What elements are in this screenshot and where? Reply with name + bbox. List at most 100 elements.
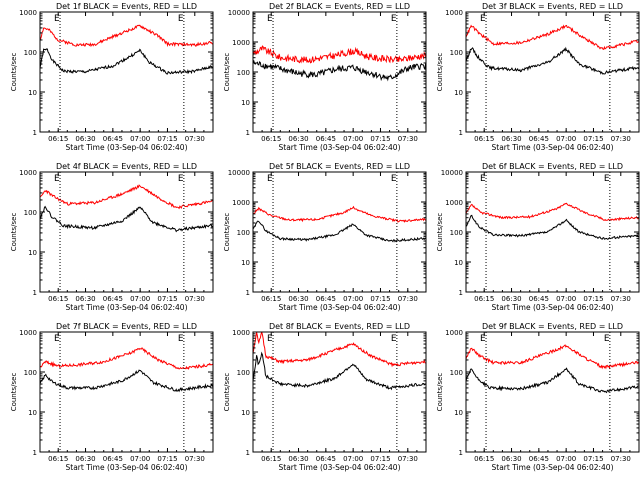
x-tick-label: 06:30 bbox=[501, 295, 521, 303]
chart-panel: Det 8f BLACK = Events, RED = LLD E E 06:15 0… bbox=[223, 322, 427, 472]
event-marker-label: E bbox=[480, 174, 486, 184]
x-tick-label: 07:30 bbox=[611, 295, 631, 303]
y-axis-label: Counts/sec bbox=[10, 53, 18, 92]
y-tick-label: 1000 bbox=[19, 329, 37, 337]
y-tick-label: 10 bbox=[28, 249, 37, 257]
y-axis-label: Counts/sec bbox=[223, 373, 231, 412]
x-tick-label: 07:30 bbox=[185, 295, 205, 303]
x-tick-label: 06:15 bbox=[474, 135, 494, 143]
x-tick-label: 06:30 bbox=[288, 295, 308, 303]
x-tick-label: 07:30 bbox=[611, 455, 631, 463]
x-tick-label: 07:00 bbox=[343, 135, 363, 143]
x-tick-label: 07:15 bbox=[583, 455, 603, 463]
series-line bbox=[466, 46, 639, 75]
event-marker-label: E bbox=[267, 334, 273, 344]
y-axis-label: Counts/sec bbox=[436, 373, 444, 412]
chart-title: Det 6f BLACK = Events, RED = LLD bbox=[482, 162, 623, 171]
x-axis-label: Start Time (03-Sep-04 06:02:40) bbox=[279, 463, 401, 472]
y-tick-label: 10 bbox=[454, 259, 463, 267]
chart-panel: Det 2f BLACK = Events, RED = LLD E E 06:15 0… bbox=[223, 2, 427, 152]
y-tick-label: 10000 bbox=[228, 169, 250, 177]
x-tick-label: 07:00 bbox=[130, 135, 150, 143]
plot-frame bbox=[465, 11, 640, 133]
x-tick-label: 06:45 bbox=[103, 295, 123, 303]
x-tick-label: 07:00 bbox=[343, 455, 363, 463]
y-tick-label: 1000 bbox=[19, 9, 37, 17]
x-tick-label: 06:15 bbox=[474, 295, 494, 303]
event-marker-label: E bbox=[391, 174, 397, 184]
y-tick-label: 10 bbox=[28, 89, 37, 97]
x-tick-label: 07:15 bbox=[157, 455, 177, 463]
chart-panel: Det 5f BLACK = Events, RED = LLD E E 06:15 0… bbox=[223, 162, 427, 312]
event-marker-label: E bbox=[480, 14, 486, 24]
y-tick-label: 10 bbox=[241, 409, 250, 417]
x-tick-label: 06:30 bbox=[288, 135, 308, 143]
x-tick-label: 06:15 bbox=[474, 455, 494, 463]
y-tick-label: 1000 bbox=[19, 169, 37, 177]
chart-title: Det 4f BLACK = Events, RED = LLD bbox=[56, 162, 197, 171]
event-marker-label: E bbox=[267, 14, 273, 24]
series-line bbox=[253, 220, 426, 243]
x-axis-label: Start Time (03-Sep-04 06:02:40) bbox=[492, 303, 614, 312]
x-axis-label: Start Time (03-Sep-04 06:02:40) bbox=[66, 463, 188, 472]
y-tick-label: 100 bbox=[237, 69, 250, 77]
event-marker-label: E bbox=[54, 14, 60, 24]
y-tick-label: 1 bbox=[246, 289, 250, 297]
event-marker-label: E bbox=[54, 334, 60, 344]
y-tick-label: 1 bbox=[246, 449, 250, 457]
chart-title: Det 2f BLACK = Events, RED = LLD bbox=[269, 2, 410, 11]
series-line bbox=[466, 344, 639, 370]
event-marker-label: E bbox=[604, 334, 610, 344]
x-tick-label: 07:15 bbox=[370, 455, 390, 463]
x-tick-label: 06:15 bbox=[261, 135, 281, 143]
y-axis-label: Counts/sec bbox=[10, 373, 18, 412]
x-axis-label: Start Time (03-Sep-04 06:02:40) bbox=[66, 143, 188, 152]
y-axis-label: Counts/sec bbox=[436, 213, 444, 252]
y-tick-label: 100 bbox=[237, 369, 250, 377]
x-tick-label: 06:30 bbox=[75, 135, 95, 143]
event-marker-label: E bbox=[54, 174, 60, 184]
x-axis-label: Start Time (03-Sep-04 06:02:40) bbox=[492, 143, 614, 152]
y-tick-label: 100 bbox=[450, 369, 463, 377]
x-tick-label: 06:45 bbox=[316, 295, 336, 303]
x-tick-label: 06:45 bbox=[103, 455, 123, 463]
x-tick-label: 07:15 bbox=[370, 135, 390, 143]
y-tick-label: 100 bbox=[24, 369, 37, 377]
y-tick-label: 10000 bbox=[441, 169, 463, 177]
plot-frame bbox=[252, 331, 427, 453]
y-tick-label: 10 bbox=[454, 89, 463, 97]
x-tick-label: 06:15 bbox=[261, 455, 281, 463]
x-tick-label: 07:30 bbox=[185, 135, 205, 143]
event-marker-label: E bbox=[391, 14, 397, 24]
y-tick-label: 1000 bbox=[232, 199, 250, 207]
x-tick-label: 06:30 bbox=[501, 135, 521, 143]
y-axis-label: Counts/sec bbox=[223, 53, 231, 92]
chart-title: Det 1f BLACK = Events, RED = LLD bbox=[56, 2, 197, 11]
y-tick-label: 1 bbox=[246, 129, 250, 137]
x-tick-label: 06:30 bbox=[288, 455, 308, 463]
x-tick-label: 07:30 bbox=[611, 135, 631, 143]
event-marker-label: E bbox=[604, 14, 610, 24]
x-tick-label: 07:00 bbox=[130, 295, 150, 303]
chart-title: Det 5f BLACK = Events, RED = LLD bbox=[269, 162, 410, 171]
series-line bbox=[466, 24, 639, 51]
y-tick-label: 1000 bbox=[445, 9, 463, 17]
y-tick-label: 1000 bbox=[232, 39, 250, 47]
event-marker-label: E bbox=[604, 174, 610, 184]
x-tick-label: 06:15 bbox=[48, 295, 68, 303]
event-marker-label: E bbox=[178, 14, 184, 24]
chart-title: Det 8f BLACK = Events, RED = LLD bbox=[269, 322, 410, 331]
y-tick-label: 100 bbox=[24, 209, 37, 217]
event-marker-label: E bbox=[178, 334, 184, 344]
x-tick-label: 07:00 bbox=[556, 135, 576, 143]
x-tick-label: 07:15 bbox=[583, 135, 603, 143]
plot-frame bbox=[39, 331, 214, 453]
chart-panel: Det 6f BLACK = Events, RED = LLD E E 06:15 0… bbox=[436, 162, 640, 312]
y-axis-label: Counts/sec bbox=[223, 213, 231, 252]
x-tick-label: 06:45 bbox=[529, 455, 549, 463]
y-tick-label: 1 bbox=[459, 129, 463, 137]
x-tick-label: 06:45 bbox=[103, 135, 123, 143]
chart-title: Det 9f BLACK = Events, RED = LLD bbox=[482, 322, 623, 331]
y-tick-label: 1 bbox=[459, 449, 463, 457]
